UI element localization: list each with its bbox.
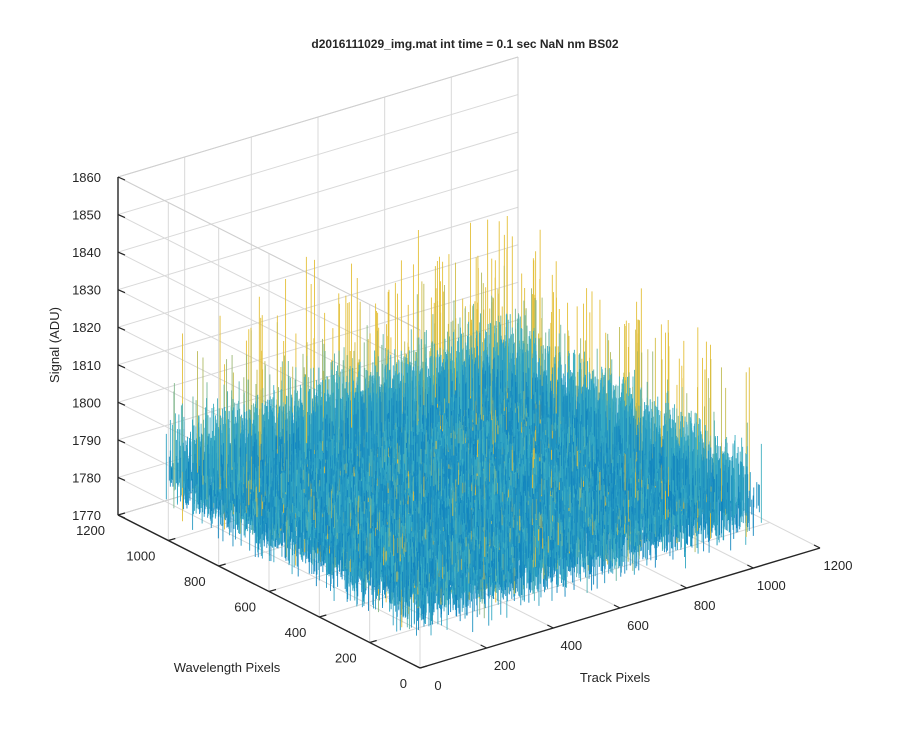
grid-line <box>369 522 770 643</box>
grid-line <box>117 169 519 291</box>
box-edge <box>117 56 519 178</box>
grid-line <box>117 281 519 403</box>
chart-title: d2016111029_img.mat int time = 0.1 sec N… <box>311 37 618 51</box>
grid-line <box>117 131 519 253</box>
grid-line <box>117 244 519 366</box>
box-edge <box>117 176 421 331</box>
grid-line <box>117 206 519 328</box>
surface-layer <box>165 216 762 636</box>
grid-line <box>117 94 519 216</box>
